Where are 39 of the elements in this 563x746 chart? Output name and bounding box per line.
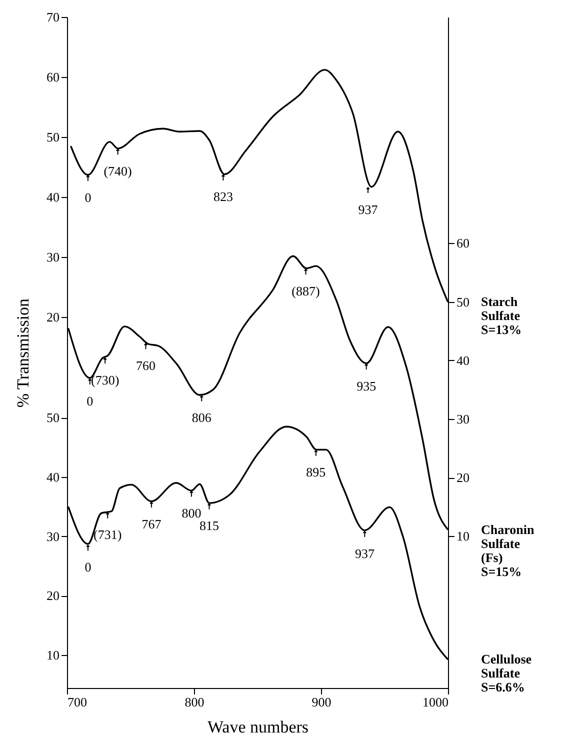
y2-tick-label: 40 — [456, 352, 470, 368]
y-tick-label: 50 — [46, 130, 60, 145]
annotation: 823 — [213, 189, 233, 204]
annotation: (740) — [104, 163, 132, 178]
text: Charonin Sulfate (Fs) S=15% — [481, 522, 535, 579]
annotation: (730) — [91, 372, 120, 388]
y-tick-label: 70 — [46, 10, 60, 24]
annotation: (887) — [292, 283, 320, 298]
x-tick-label: 800 — [184, 694, 204, 710]
y2-tick-label: 30 — [456, 412, 470, 427]
y2-tick-label: 10 — [456, 528, 470, 544]
annotation: 806 — [192, 410, 212, 426]
x-tick-label: 900 — [312, 694, 332, 710]
annotation: 760 — [136, 358, 156, 373]
y2-tick-label: 20 — [456, 470, 470, 486]
annotation: 0 — [84, 190, 92, 205]
annotation: 815 — [199, 518, 219, 534]
y2-tick-label: 50 — [456, 294, 470, 310]
y-tick-label: 20 — [46, 310, 60, 325]
annotation: 937 — [358, 202, 378, 217]
annotation: 0 — [86, 393, 94, 408]
x-tick-label: 1000 — [422, 694, 448, 710]
annotation: 935 — [356, 378, 376, 394]
annotation: (731) — [94, 527, 122, 542]
annotation: 0 — [84, 560, 92, 575]
y-axis-title: % Transmission — [14, 298, 32, 408]
annotation: 937 — [354, 546, 375, 561]
x-axis-title: Wave numbers — [207, 718, 309, 736]
annotation: 767 — [142, 516, 162, 532]
x-tick-label: 700 — [68, 694, 87, 710]
annotation: 895 — [306, 464, 326, 480]
y3-tick-label: 10 — [46, 647, 60, 662]
y2-tick-label: 60 — [456, 236, 470, 251]
text: Starch Sulfate S=13% — [481, 294, 522, 338]
annotation: 800 — [182, 506, 202, 521]
y-tick-label: 60 — [46, 70, 60, 85]
y-tick-label: 30 — [46, 250, 60, 265]
text: Cellulose Sulfate S=6.6% — [481, 652, 532, 695]
y-tick-label: 40 — [46, 190, 60, 205]
